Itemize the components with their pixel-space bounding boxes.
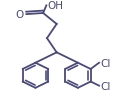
Text: Cl: Cl	[100, 58, 111, 68]
Text: OH: OH	[48, 1, 64, 11]
Text: O: O	[16, 10, 24, 20]
Text: Cl: Cl	[100, 81, 111, 91]
